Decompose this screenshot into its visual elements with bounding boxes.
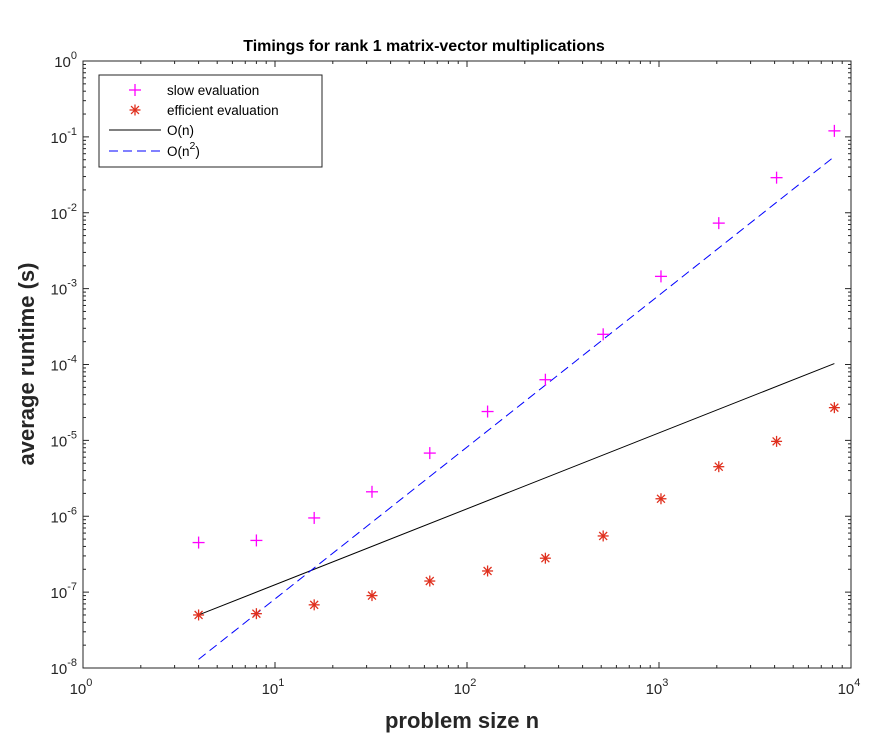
slow-evaluation-point bbox=[193, 537, 205, 549]
slow-evaluation-point bbox=[828, 125, 840, 137]
y-tick-label-base: 10 bbox=[51, 130, 68, 147]
y-tick-label-exponent: -3 bbox=[67, 278, 77, 290]
efficient-evaluation-point bbox=[829, 402, 840, 413]
x-tick-label-exponent: 2 bbox=[470, 677, 476, 689]
y-tick-label: 10-1 bbox=[51, 126, 77, 147]
slow-evaluation-point bbox=[250, 534, 262, 546]
slow-evaluation-point bbox=[597, 328, 609, 340]
x-tick-label-exponent: 3 bbox=[662, 677, 668, 689]
efficient-evaluation-point bbox=[251, 608, 262, 619]
y-tick-label-base: 10 bbox=[51, 206, 68, 223]
y-axis-label: average runtime (s) bbox=[14, 263, 39, 466]
efficient-evaluation-point bbox=[482, 565, 493, 576]
efficient-evaluation-point bbox=[366, 590, 377, 601]
y-tick-label-exponent: -4 bbox=[67, 354, 77, 366]
series-line-o-n bbox=[199, 364, 835, 615]
x-tick-label: 104 bbox=[838, 677, 861, 698]
slow-evaluation-point bbox=[539, 374, 551, 386]
x-tick-label-base: 10 bbox=[262, 681, 279, 698]
legend-label: efficient evaluation bbox=[167, 103, 279, 118]
x-tick-label: 103 bbox=[646, 677, 669, 698]
efficient-evaluation-point bbox=[598, 530, 609, 541]
x-axis-label: problem size n bbox=[385, 708, 539, 733]
legend-asterisk-icon bbox=[130, 105, 141, 116]
y-tick-label: 10-2 bbox=[51, 202, 77, 223]
legend-label-text: O(n) bbox=[167, 123, 194, 138]
y-tick-label: 10-3 bbox=[51, 278, 77, 299]
y-tick-label-base: 10 bbox=[51, 358, 68, 375]
efficient-evaluation-point bbox=[309, 599, 320, 610]
y-tick-label: 10-8 bbox=[51, 657, 77, 678]
series-line-o-n-squared bbox=[199, 157, 835, 660]
legend-label-text: O(n bbox=[167, 144, 190, 159]
y-tick-label: 10-6 bbox=[51, 505, 77, 526]
y-tick-label: 10-7 bbox=[51, 581, 77, 602]
x-tick-label: 100 bbox=[70, 677, 93, 698]
slow-evaluation-point bbox=[655, 270, 667, 282]
y-tick-label: 100 bbox=[54, 50, 77, 71]
y-tick-label-exponent: -8 bbox=[67, 657, 77, 669]
efficient-evaluation-point bbox=[655, 493, 666, 504]
slow-evaluation-point bbox=[771, 172, 783, 184]
y-tick-label-base: 10 bbox=[51, 661, 68, 678]
legend-label: slow evaluation bbox=[167, 83, 259, 98]
slow-evaluation-point bbox=[424, 447, 436, 459]
legend-label-text: efficient evaluation bbox=[167, 103, 279, 118]
x-tick-label-exponent: 0 bbox=[86, 677, 92, 689]
x-tick-label-base: 10 bbox=[838, 681, 855, 698]
slow-evaluation-point bbox=[482, 406, 494, 418]
chart-title: Timings for rank 1 matrix-vector multipl… bbox=[243, 38, 605, 55]
y-tick-label-exponent: -2 bbox=[67, 202, 77, 214]
y-tick-label: 10-5 bbox=[51, 429, 77, 450]
x-tick-label-base: 10 bbox=[454, 681, 471, 698]
x-tick-label-exponent: 4 bbox=[854, 677, 860, 689]
efficient-evaluation-point bbox=[713, 461, 724, 472]
efficient-evaluation-point bbox=[771, 436, 782, 447]
x-tick-label: 101 bbox=[262, 677, 285, 698]
efficient-evaluation-point bbox=[424, 576, 435, 587]
legend-label: O(n) bbox=[167, 123, 194, 138]
y-tick-label-exponent: -6 bbox=[67, 505, 77, 517]
x-tick-label-base: 10 bbox=[70, 681, 87, 698]
slow-evaluation-point bbox=[366, 486, 378, 498]
efficient-evaluation-point bbox=[540, 553, 551, 564]
y-tick-label-base: 10 bbox=[51, 433, 68, 450]
legend-label-text: slow evaluation bbox=[167, 83, 259, 98]
y-tick-label-base: 10 bbox=[51, 509, 68, 526]
x-tick-label-base: 10 bbox=[646, 681, 663, 698]
x-tick-label-exponent: 1 bbox=[278, 677, 284, 689]
y-tick-label-exponent: 0 bbox=[71, 50, 77, 62]
y-tick-label-base: 10 bbox=[51, 282, 68, 299]
slow-evaluation-point bbox=[713, 217, 725, 229]
y-tick-label-base: 10 bbox=[54, 54, 71, 71]
slow-evaluation-point bbox=[308, 512, 320, 524]
legend-label-tail: ) bbox=[195, 144, 200, 159]
y-tick-label: 10-4 bbox=[51, 354, 77, 375]
y-tick-label-exponent: -7 bbox=[67, 581, 77, 593]
x-tick-label: 102 bbox=[454, 677, 477, 698]
efficient-evaluation-point bbox=[193, 609, 204, 620]
y-tick-label-base: 10 bbox=[51, 585, 68, 602]
y-tick-label-exponent: -1 bbox=[67, 126, 77, 138]
y-tick-label-exponent: -5 bbox=[67, 429, 77, 441]
